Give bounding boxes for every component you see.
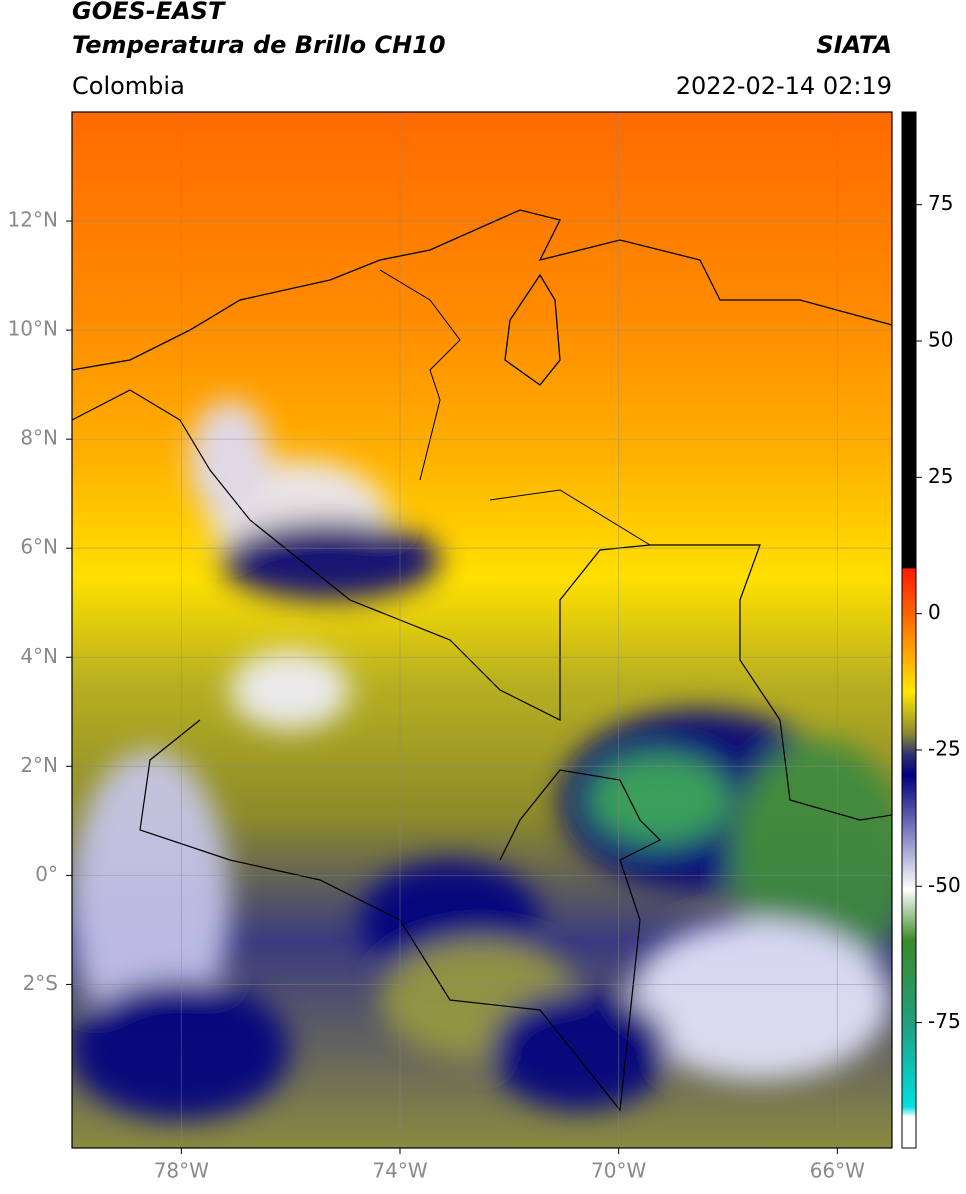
region: Colombia — [72, 72, 185, 100]
x-tick-label: 74°W — [372, 1159, 427, 1183]
x-tick-label: 78°W — [154, 1159, 209, 1183]
colorbar-tick-label: -50 — [928, 873, 961, 897]
y-tick-label: 2°S — [23, 971, 58, 995]
y-tick-label: 6°N — [20, 535, 58, 559]
map-imagery — [72, 112, 892, 1148]
colorbar — [901, 111, 917, 1149]
y-tick-label: 4°N — [20, 644, 58, 668]
colorbar-tick-label: 50 — [928, 328, 953, 352]
graticule — [72, 112, 892, 1148]
y-tick-label: 12°N — [8, 208, 58, 232]
colorbar-tick-label: 0 — [928, 600, 941, 624]
colorbar-tick-label: 75 — [928, 191, 953, 215]
colorbar-tick-label: 25 — [928, 464, 953, 488]
y-tick-label: 10°N — [8, 317, 58, 341]
x-tick-label: 70°W — [591, 1159, 646, 1183]
colorbar-tick-label: -25 — [928, 736, 961, 760]
x-tick-label: 66°W — [810, 1159, 865, 1183]
y-tick-label: 8°N — [20, 426, 58, 450]
source: SIATA — [816, 31, 892, 59]
map-frame — [71, 111, 893, 1149]
y-tick-label: 2°N — [20, 753, 58, 777]
y-tick-label: 0° — [35, 862, 58, 886]
subtitle: Temperatura de Brillo CH10 — [72, 31, 446, 59]
colorbar-tick-label: -75 — [928, 1009, 961, 1033]
title: GOES-EAST — [72, 0, 226, 25]
datetime: 2022-02-14 02:19 — [676, 72, 892, 100]
